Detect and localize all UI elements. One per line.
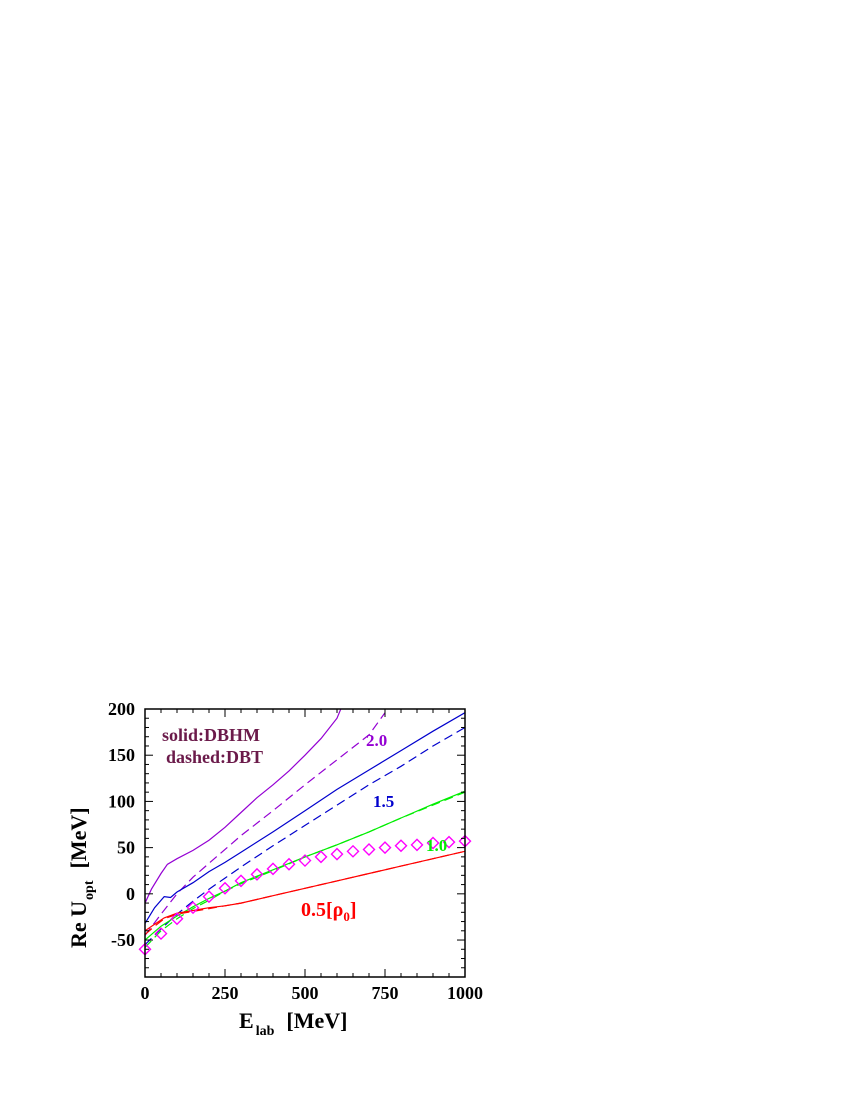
marker-layer xyxy=(138,834,472,956)
label-density-1-5: 1.5 xyxy=(373,792,394,811)
series-layer xyxy=(145,709,465,948)
label-density-0-5: 0.5[ρ0] xyxy=(301,899,357,924)
y-tick-label: 100 xyxy=(108,791,135,811)
label-density-2-0: 2.0 xyxy=(366,731,387,750)
data-marker-diamond xyxy=(378,841,392,855)
data-marker-diamond xyxy=(218,881,232,895)
data-marker-diamond xyxy=(298,854,312,868)
data-marker-diamond xyxy=(410,838,424,852)
x-axis-ticks: 0 250 500 750 1000 xyxy=(141,709,483,1003)
x-tick-label: 750 xyxy=(372,983,399,1003)
x-tick-label: 250 xyxy=(212,983,239,1003)
legend-dashed-text: dashed:DBT xyxy=(166,747,263,767)
data-marker-diamond xyxy=(426,836,440,850)
label-density-1-0: 1.0 xyxy=(426,836,447,855)
data-marker-diamond xyxy=(170,912,184,926)
series-line-1-0-dashed xyxy=(145,791,465,948)
x-tick-label: 1000 xyxy=(447,983,483,1003)
data-marker-diamond xyxy=(330,847,344,861)
data-marker-diamond xyxy=(442,835,456,849)
data-marker-diamond xyxy=(314,850,328,864)
series-line-1-5-solid xyxy=(145,712,465,924)
y-axis-ticks: -50 0 50 100 150 200 xyxy=(108,699,465,978)
y-tick-label: 200 xyxy=(108,699,135,719)
y-axis-title: Re Uopt[MeV] xyxy=(66,807,97,948)
data-marker-diamond xyxy=(282,857,296,871)
x-tick-label: 500 xyxy=(292,983,319,1003)
y-tick-label: -50 xyxy=(111,930,135,950)
y-tick-label: 50 xyxy=(117,838,135,858)
data-marker-diamond xyxy=(346,844,360,858)
series-line-1-5-dashed xyxy=(145,726,465,946)
data-marker-diamond xyxy=(266,862,280,876)
data-marker-diamond xyxy=(394,839,408,853)
y-tick-label: 0 xyxy=(126,884,135,904)
data-marker-diamond xyxy=(154,927,168,941)
data-marker-diamond xyxy=(186,901,200,915)
legend-solid-text: solid:DBHM xyxy=(162,725,260,745)
data-marker-diamond xyxy=(234,874,248,888)
series-line-2-0-solid xyxy=(145,709,342,904)
data-marker-diamond xyxy=(362,842,376,856)
series-line-2-0-dashed xyxy=(145,712,386,936)
data-marker-diamond xyxy=(202,890,216,904)
series-line-0-5-dashed xyxy=(145,850,465,935)
x-tick-label: 0 xyxy=(141,983,150,1003)
y-tick-label: 150 xyxy=(108,745,135,765)
data-marker-diamond xyxy=(250,867,264,881)
